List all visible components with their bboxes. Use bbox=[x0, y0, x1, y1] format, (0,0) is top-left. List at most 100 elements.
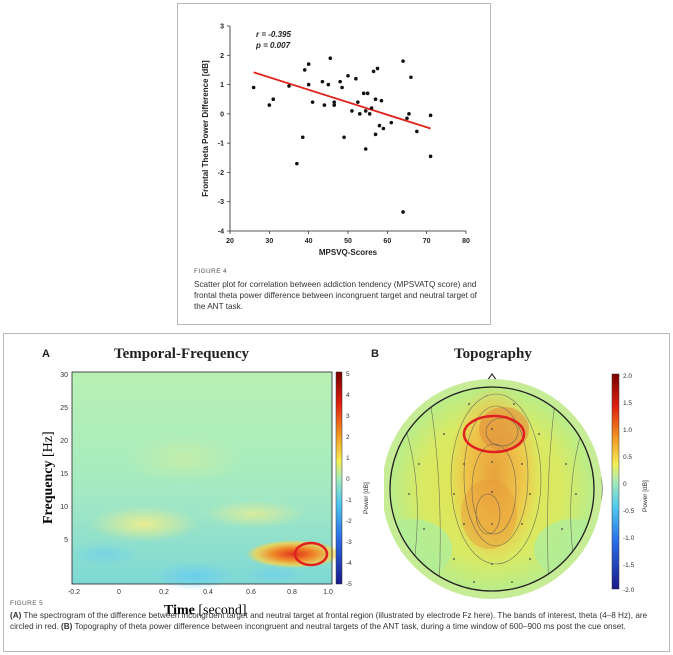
scatter-point bbox=[401, 210, 405, 214]
scatter-x-label: MPSVQ-Scores bbox=[319, 248, 378, 257]
y-tick: 5 bbox=[64, 537, 68, 544]
panel-a-letter: A bbox=[42, 348, 50, 360]
scatter-point bbox=[363, 109, 368, 113]
regression-line bbox=[253, 71, 431, 130]
scatter-point bbox=[415, 129, 419, 134]
spectrogram-heatmap bbox=[69, 371, 342, 590]
scatter-point bbox=[407, 112, 411, 116]
cbar-tick: 0 bbox=[623, 481, 627, 488]
scatter-point bbox=[373, 132, 378, 137]
cbar-tick: 3 bbox=[346, 413, 350, 420]
y-tick: 20 bbox=[60, 438, 68, 445]
scatter-point bbox=[401, 59, 405, 63]
x-tick-label: 30 bbox=[265, 238, 273, 245]
y-tick-label: 3 bbox=[220, 24, 224, 31]
scatter-point bbox=[389, 120, 394, 125]
y-tick-label: 2 bbox=[220, 53, 224, 60]
spectrogram-figure: 30 25 20 15 10 5 -0.2 0 0.2 0.4 0.6 0.8 … bbox=[41, 371, 370, 618]
scatter-point bbox=[342, 135, 346, 140]
scatter-point bbox=[332, 100, 337, 104]
x-tick: 0 bbox=[117, 589, 121, 596]
x-tick: -0.2 bbox=[68, 589, 80, 596]
scatter-point bbox=[379, 98, 384, 103]
y-tick: 25 bbox=[60, 405, 68, 412]
scatter-point bbox=[367, 112, 372, 116]
figure-4-panel: 20 30 40 50 60 70 80 3 2 1 0 -1 -2 -3 -4 MPSVQ-Scores Fr… bbox=[177, 3, 491, 325]
scatter-point bbox=[363, 147, 368, 151]
scatter-y-label: Frontal Theta Power Difference [dB] bbox=[201, 60, 210, 197]
y-tick: 30 bbox=[60, 372, 68, 379]
cbar-label: Power [dB] bbox=[642, 480, 649, 512]
scatter-point bbox=[361, 91, 366, 96]
scatter-point bbox=[306, 62, 311, 66]
scatter-point bbox=[306, 82, 311, 87]
scatter-point bbox=[326, 82, 331, 87]
cbar-tick: -1.0 bbox=[623, 535, 635, 542]
x-tick: 1.0 bbox=[323, 589, 333, 596]
cbar-tick: 2.0 bbox=[623, 373, 632, 380]
cbar-tick: 0.5 bbox=[623, 454, 632, 461]
scatter-point bbox=[338, 79, 342, 84]
scatter-plot: 20 30 40 50 60 70 80 3 2 1 0 -1 -2 -3 -4 MPSVQ-Scores Fr… bbox=[201, 24, 470, 258]
cbar-tick: -4 bbox=[346, 560, 352, 567]
figure-5-caption: (A) The spectrogram of the difference be… bbox=[10, 611, 648, 631]
scatter-point bbox=[302, 68, 307, 72]
scatter-point bbox=[381, 126, 386, 131]
cbar-tick: -1.5 bbox=[623, 562, 635, 569]
cbar-tick: -1 bbox=[346, 497, 352, 504]
cbar-tick: 5 bbox=[346, 371, 350, 378]
topography-head-map bbox=[384, 372, 603, 599]
cbar-tick: -2.0 bbox=[623, 587, 635, 594]
cbar-tick: 1 bbox=[346, 455, 350, 462]
x-tick-label: 70 bbox=[423, 238, 431, 245]
spectrogram-colorbar: 5 4 3 2 1 0 -1 -2 -3 -4 -5 Power [dB] bbox=[335, 371, 370, 588]
scatter-point bbox=[295, 161, 299, 166]
scatter-point bbox=[287, 84, 291, 88]
y-tick-label: -2 bbox=[218, 170, 224, 177]
scatter-point bbox=[328, 56, 333, 61]
x-tick-label: 40 bbox=[305, 238, 313, 245]
scatter-point bbox=[310, 100, 315, 104]
scatter-point bbox=[346, 73, 350, 78]
topography-figure: 2.0 1.5 1.0 0.5 0 -0.5 -1.0 -1.5 -2.0 Po… bbox=[384, 372, 649, 599]
cbar-label: Power [dB] bbox=[363, 482, 370, 514]
x-tick-label: 80 bbox=[462, 238, 470, 245]
cbar-tick: 4 bbox=[346, 392, 350, 399]
y-tick-label: -4 bbox=[218, 229, 224, 236]
topography-colorbar: 2.0 1.5 1.0 0.5 0 -0.5 -1.0 -1.5 -2.0 Po… bbox=[611, 373, 649, 594]
x-tick-label: 20 bbox=[226, 238, 234, 245]
scatter-point bbox=[332, 103, 337, 107]
scatter-point bbox=[369, 106, 374, 110]
scatter-point bbox=[373, 97, 378, 102]
cbar-tick: -3 bbox=[346, 539, 352, 546]
figure-5-panel: A Temporal-Frequency bbox=[3, 333, 670, 652]
scatter-point bbox=[365, 91, 370, 96]
scatter-point bbox=[377, 123, 382, 128]
correlation-p: p = 0.007 bbox=[255, 41, 291, 50]
scatter-point bbox=[267, 103, 272, 107]
scatter-point bbox=[358, 112, 362, 116]
y-tick-label: -3 bbox=[218, 199, 224, 206]
theta-band-circle bbox=[293, 541, 329, 567]
correlation-r: r = -0.395 bbox=[256, 30, 291, 39]
cbar-tick: 1.5 bbox=[623, 400, 632, 407]
figure-4-caption: Scatter plot for correlation between add… bbox=[194, 280, 477, 311]
figure-5-label: FIGURE 5 bbox=[10, 600, 44, 607]
x-tick: 0.4 bbox=[203, 589, 213, 596]
spectrogram-y-label: Frequency [Hz] bbox=[41, 431, 56, 524]
cbar-tick: 2 bbox=[346, 434, 350, 441]
scatter-point bbox=[375, 66, 380, 71]
scatter-point bbox=[251, 85, 256, 90]
x-tick: 0.6 bbox=[246, 589, 256, 596]
cbar-tick: -2 bbox=[346, 518, 352, 525]
scatter-point bbox=[428, 154, 433, 159]
panel-b-title: Topography bbox=[454, 346, 532, 362]
x-tick: 0.2 bbox=[159, 589, 169, 596]
scatter-point bbox=[322, 103, 327, 107]
scatter-point bbox=[340, 85, 344, 90]
scatter-point bbox=[320, 79, 325, 84]
y-tick: 10 bbox=[60, 504, 68, 511]
y-tick-label: 1 bbox=[220, 82, 224, 89]
figure-4-label: FIGURE 4 bbox=[194, 268, 228, 275]
panel-a-title: Temporal-Frequency bbox=[114, 346, 249, 362]
